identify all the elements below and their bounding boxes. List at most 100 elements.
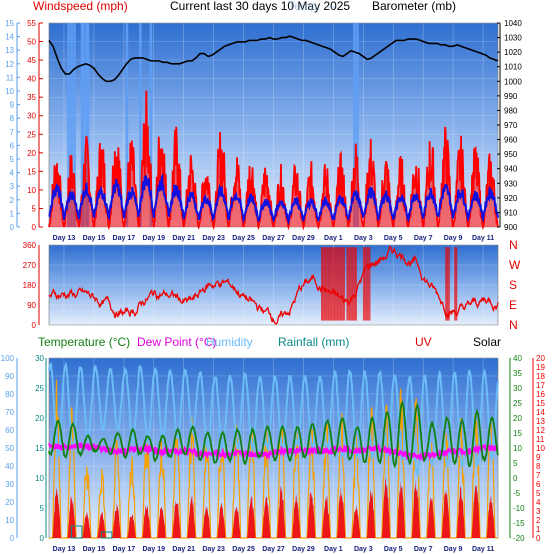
tick-windspeed-2: 4 [10,169,15,178]
legend-temperature: Temperature (°C) [38,335,130,349]
tick-compass: N [509,238,518,252]
tick-humidity: 60 [5,426,14,435]
tick-temperature: 15 [513,429,522,438]
tick-rain: 0 [40,534,45,543]
tick-barometer: 910 [504,208,518,217]
tick-windspeed: 40 [27,75,36,84]
tick-windspeed: 5 [32,204,37,213]
tick-temperature: 25 [513,399,522,408]
tick-barometer: 950 [504,150,518,159]
date-label: Day 11 [472,235,494,242]
tick-barometer: 930 [504,179,518,188]
tick-barometer: 1010 [504,63,522,72]
tick-barometer: 1040 [504,19,522,28]
tick-uv: 5 [536,489,541,498]
date-label: Day 17 [113,235,136,242]
tick-rain: 15 [35,444,44,453]
rain-spike [73,23,76,227]
tick-humidity: 30 [5,480,14,489]
date-label: Day 11 [472,546,494,553]
tick-windspeed-2: 2 [10,196,15,205]
tick-temperature: 5 [513,459,518,468]
tick-rain: 5 [40,504,45,513]
tick-temperature: 10 [513,444,522,453]
tick-windspeed: 50 [27,38,36,47]
tick-uv: 8 [536,462,541,471]
tick-windspeed-2: 14 [5,33,14,42]
date-label: Day 19 [142,546,165,553]
rain-bar [100,531,113,539]
rain-spike [80,23,84,227]
tick-barometer: 1030 [504,34,522,43]
legend-uv: UV [415,335,432,349]
tick-humidity: 0 [10,534,15,543]
tick-direction: 360 [23,241,37,250]
tick-humidity: 10 [5,516,14,525]
tick-windspeed-2: 9 [10,101,15,110]
tick-windspeed-2: 5 [10,155,15,164]
tick-uv: 17 [536,381,545,390]
tick-barometer: 960 [504,136,518,145]
rain-spike [70,23,73,227]
tick-barometer: 940 [504,165,518,174]
rain-spike [139,23,142,227]
date-label: Day 23 [202,235,225,242]
tick-humidity: 20 [5,498,14,507]
date-label: Day 27 [262,235,285,242]
tick-uv: 9 [536,453,541,462]
tick-uv: 6 [536,480,541,489]
date-label: Day 15 [83,235,106,242]
date-label: Day 25 [232,235,255,242]
series-humidity [48,362,499,479]
rain-spike [85,23,88,227]
date-label: Day 1 [324,235,343,242]
tick-barometer: 990 [504,92,518,101]
tick-barometer: 980 [504,106,518,115]
tick-windspeed: 0 [32,223,37,232]
date-label: Day 5 [384,235,403,242]
tick-barometer: 900 [504,223,518,232]
date-label: Day 3 [354,546,373,553]
tick-compass: S [509,278,517,292]
tick-uv: 15 [536,399,545,408]
legend-solar: Solar [473,335,501,349]
tick-temperature: 20 [513,414,522,423]
tick-uv: 0 [536,534,541,543]
data-layer [48,23,499,539]
date-label: Day 13 [53,546,76,553]
tick-compass: W [509,258,521,272]
tick-temperature: -15 [513,519,525,528]
tick-windspeed-2: 0 [10,223,15,232]
tick-rain: 10 [35,474,44,483]
date-label: Day 21 [172,235,195,242]
tick-temperature: 30 [513,384,522,393]
date-label: Day 7 [414,546,433,553]
tick-windspeed: 15 [27,167,36,176]
tick-temperature: 0 [513,474,518,483]
temp-overlap-label: Temp. --- [288,0,336,13]
tick-windspeed-2: 1 [10,209,15,218]
legend-dewpoint: Dew Point (°C) [137,335,216,349]
chart-title: Current last 30 days 10 May 2025 [170,0,350,13]
date-label: Day 5 [384,546,403,553]
rain-spike [353,23,356,227]
tick-windspeed: 30 [27,112,36,121]
tick-uv: 20 [536,354,545,363]
tick-uv: 2 [536,516,541,525]
tick-temperature: 35 [513,369,522,378]
tick-windspeed-2: 11 [6,73,15,82]
tick-uv: 1 [536,525,541,534]
tick-windspeed: 45 [27,56,36,65]
tick-uv: 7 [536,471,541,480]
date-label: Day 9 [444,235,463,242]
tick-windspeed-2: 8 [10,114,15,123]
tick-temperature: -10 [513,504,525,513]
legend-humidity: Humidity [206,335,253,349]
tick-uv: 16 [536,390,545,399]
tick-windspeed-2: 7 [10,128,15,137]
date-label: Day 27 [262,546,285,553]
tick-uv: 14 [536,408,545,417]
date-label: Day 23 [202,546,225,553]
tick-uv: 19 [536,363,545,372]
tick-compass: E [509,298,517,312]
